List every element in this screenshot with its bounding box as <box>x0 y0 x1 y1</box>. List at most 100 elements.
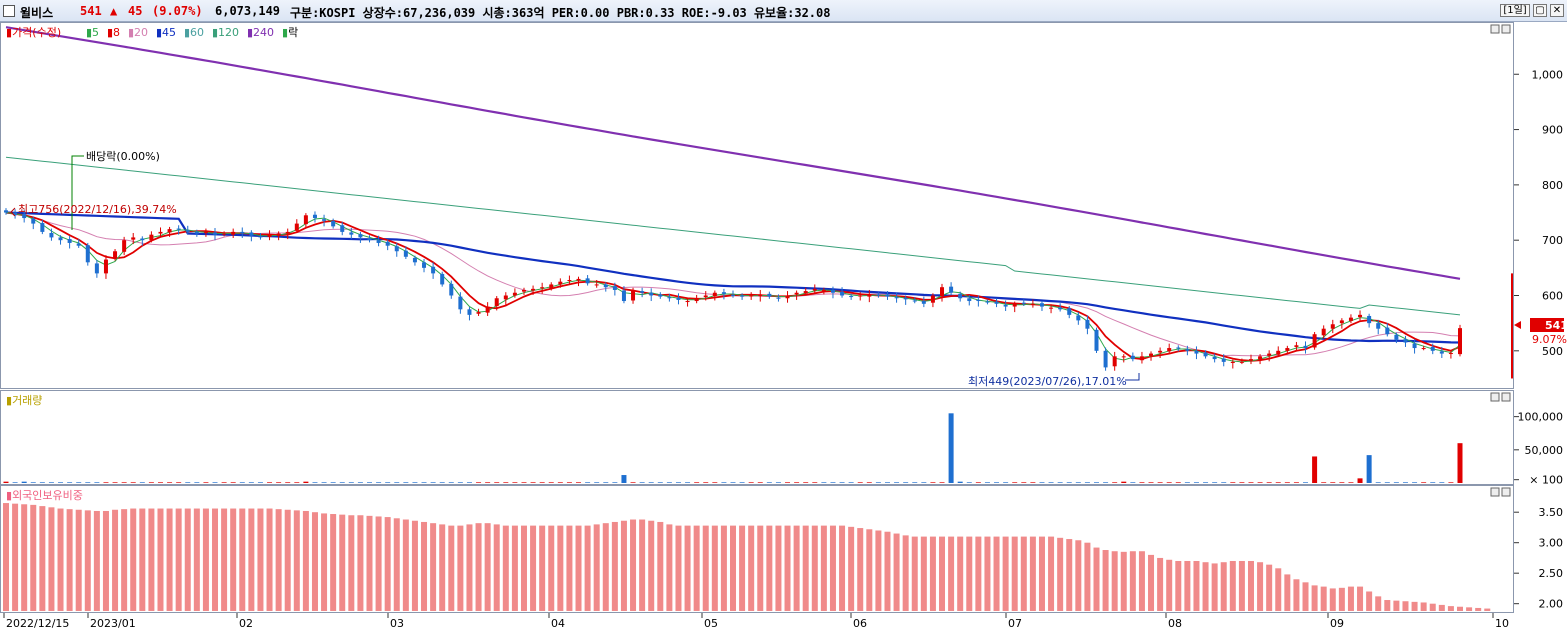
legend-ma-8: ▮8 <box>107 26 120 39</box>
foreign-bar <box>648 520 655 611</box>
candle-body <box>49 232 54 238</box>
foreign-bar <box>893 533 900 611</box>
x-tick-label: 09 <box>1330 617 1344 630</box>
ma240-line <box>5 26 1461 280</box>
foreign-bar <box>30 504 37 611</box>
candle-body <box>921 301 926 304</box>
foreign-bar <box>1138 551 1145 611</box>
candle-body <box>1085 319 1090 329</box>
svg-text:▮가격(수정): ▮가격(수정) <box>6 26 61 39</box>
candle-body <box>276 233 281 236</box>
candle-body <box>149 234 154 241</box>
legend-ma-5: ▮5 <box>86 26 99 39</box>
candle-body <box>840 291 845 296</box>
candle-body <box>1094 329 1099 351</box>
candle-body <box>694 298 699 302</box>
candle-body <box>612 286 617 290</box>
volume-bar <box>785 482 791 483</box>
candle-body <box>1321 328 1326 336</box>
foreign-bar <box>784 525 791 611</box>
foreign-bar <box>421 521 428 611</box>
candle-body <box>1067 308 1072 315</box>
candle-body <box>940 287 945 297</box>
volume-bar <box>1039 482 1045 483</box>
volume-bar <box>939 482 945 483</box>
volume-bar <box>548 482 554 483</box>
panel-buttons[interactable] <box>1490 24 1511 497</box>
volume-bar <box>566 482 572 483</box>
volume-bar <box>385 482 391 483</box>
foreign-bar <box>484 523 491 611</box>
volume-bar <box>994 482 1000 483</box>
low-annotation: 최저449(2023/07/26),17.01% <box>968 375 1127 388</box>
candle-body <box>58 237 63 241</box>
stock-chart[interactable]: 1,000 900 800 700 600 500 100,000 50,000 × 100 3.… <box>0 22 1567 630</box>
foreign-bar <box>293 510 300 611</box>
foreign-bar <box>93 510 100 611</box>
volume-bar <box>557 482 563 483</box>
foreign-bar <box>466 524 473 611</box>
volume-bar <box>521 482 527 483</box>
period-button[interactable]: [1일] <box>1500 4 1530 17</box>
candle-body <box>594 284 599 286</box>
x-tick-label: 07 <box>1008 617 1022 630</box>
volume-bar <box>148 482 154 483</box>
volume-bar <box>948 413 954 483</box>
foreign-bar <box>929 536 936 611</box>
volume-bar <box>1348 482 1354 483</box>
candle-body <box>113 251 118 259</box>
close-button[interactable]: ✕ <box>1550 4 1564 17</box>
volume-bar <box>267 482 273 483</box>
volume-bar <box>1193 482 1199 483</box>
candle-body <box>340 225 345 232</box>
candle-body <box>858 295 863 297</box>
volume-bar <box>1112 482 1118 483</box>
candle-body <box>803 291 808 294</box>
volume-bar <box>167 482 173 483</box>
volume-bar <box>612 482 618 483</box>
volume-bar <box>1157 482 1163 483</box>
foreign-bar <box>1066 539 1073 611</box>
foreign-bar <box>511 525 518 611</box>
volume-bar <box>412 482 418 483</box>
volume-bar <box>539 482 545 483</box>
volume-bar <box>1130 482 1136 483</box>
volume-bar <box>103 482 109 483</box>
candle-body <box>1030 303 1035 305</box>
foreign-bar <box>811 525 818 611</box>
volume-bar <box>1366 455 1372 483</box>
foreign-bar <box>1011 536 1018 611</box>
foreign-bar <box>1157 557 1164 611</box>
candle-body <box>94 263 99 274</box>
volume-bar <box>76 482 82 483</box>
candle-body <box>1176 347 1181 349</box>
foreign-bar <box>102 510 109 611</box>
volume-bar <box>221 482 227 483</box>
candle-body <box>976 299 981 302</box>
stock-info: 구분:KOSPI 상장수:67,236,039 시총:363억 PER:0.00… <box>290 6 831 20</box>
candle-body <box>1412 343 1417 349</box>
foreign-bar <box>1020 536 1027 611</box>
foreign-bar <box>1475 607 1482 611</box>
volume-bar <box>1075 482 1081 483</box>
candle-body <box>521 289 526 292</box>
foreign-bar <box>920 536 927 611</box>
candle-body <box>213 232 218 235</box>
select-checkbox[interactable] <box>3 5 15 17</box>
volume-bar <box>766 482 772 483</box>
candle-body <box>703 295 708 298</box>
candle-body <box>1348 317 1353 321</box>
x-tick-label: 05 <box>704 617 718 630</box>
volume-bar <box>1066 482 1072 483</box>
foreign-bar <box>857 528 864 611</box>
volume-bar <box>230 482 236 483</box>
legend-ma-45: ▮45 <box>156 26 176 39</box>
volume-bar <box>39 482 45 483</box>
candle-body <box>740 295 745 297</box>
foreign-bar <box>239 508 246 611</box>
candle-body <box>303 215 308 225</box>
foreign-bar <box>975 536 982 611</box>
candle-body <box>294 223 299 231</box>
minimize-button[interactable]: ▢ <box>1533 4 1547 17</box>
foreign-bar <box>221 508 228 611</box>
